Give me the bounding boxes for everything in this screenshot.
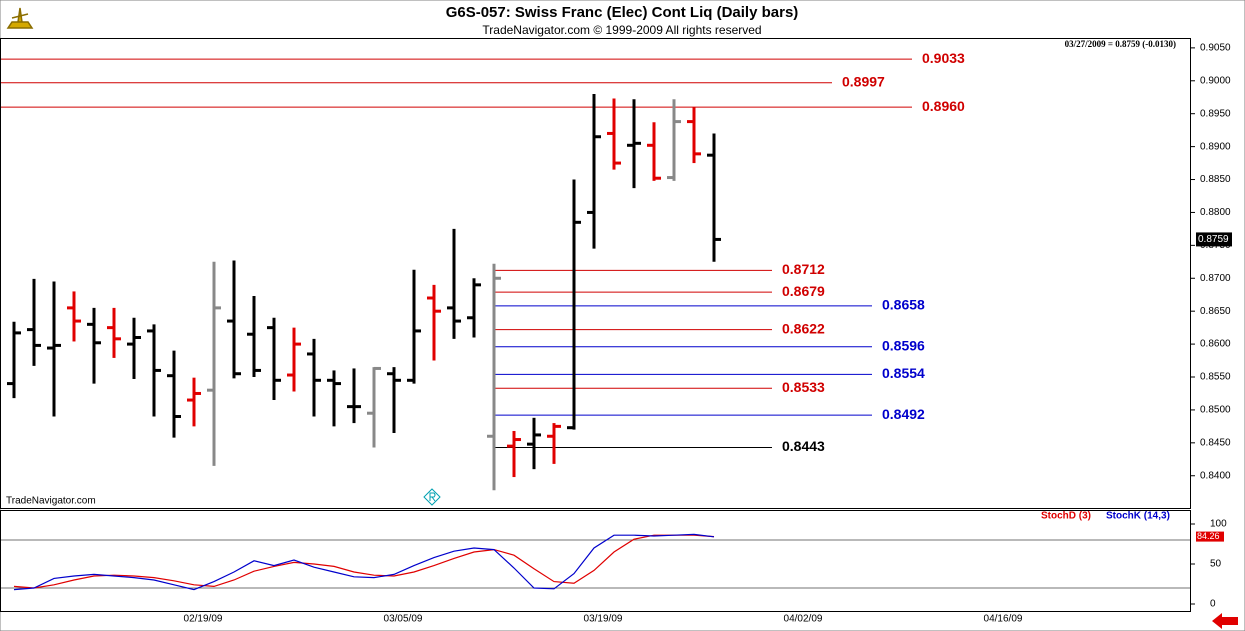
level-label: 0.8712 <box>782 261 825 277</box>
last-value-box <box>1196 232 1232 247</box>
last-value-label: 0.8759 <box>1198 234 1229 245</box>
legend-entry: StochD (3) <box>1041 511 1091 522</box>
y-tick-label: 0.8500 <box>1200 405 1231 416</box>
x-tick-label: 02/19/09 <box>184 614 223 625</box>
marker-glyph <box>429 492 436 502</box>
level-label: 0.8492 <box>882 406 925 422</box>
level-label: 0.8596 <box>882 337 925 353</box>
level-label: 0.8622 <box>782 320 825 336</box>
level-label: 0.8679 <box>782 283 825 299</box>
logo[interactable] <box>4 4 36 34</box>
y-tick-label: 0 <box>1210 599 1216 610</box>
scroll-arrow[interactable] <box>1212 613 1238 629</box>
price-annotation: 03/27/2009 = 0.8759 (-0.0130) <box>1065 39 1176 49</box>
y-tick-label: 0.9050 <box>1200 43 1231 54</box>
level-label: 0.8997 <box>842 73 885 89</box>
price-panel <box>0 38 1191 509</box>
y-tick-label: 0.8400 <box>1200 470 1231 481</box>
chart-title: G6S-057: Swiss Franc (Elec) Cont Liq (Da… <box>446 4 799 21</box>
x-tick-label: 04/16/09 <box>984 614 1023 625</box>
level-label: 0.8960 <box>922 98 965 114</box>
level-label: 0.8533 <box>782 379 825 395</box>
level-label: 0.8443 <box>782 438 825 454</box>
watermark: TradeNavigator.com <box>6 496 96 507</box>
level-label: 0.9033 <box>922 50 965 66</box>
y-tick-label: 0.8700 <box>1200 273 1231 284</box>
y-tick-label: 0.8800 <box>1200 207 1231 218</box>
chart-subtitle: TradeNavigator.com © 1999-2009 All right… <box>482 23 761 37</box>
stoch-line <box>13 534 715 589</box>
legend-entry: StochK (14,3) <box>1106 511 1170 522</box>
level-label: 0.8554 <box>882 365 925 381</box>
y-tick-label: 0.8450 <box>1200 437 1231 448</box>
x-tick-label: 03/05/09 <box>384 614 423 625</box>
y-tick-label: 100 <box>1210 519 1227 530</box>
y-tick-label: 0.8950 <box>1200 108 1231 119</box>
last-value-box <box>1196 531 1224 542</box>
stoch-panel <box>0 510 1191 612</box>
y-tick-label: 0.8900 <box>1200 141 1231 152</box>
y-tick-label: 0.8850 <box>1200 174 1231 185</box>
level-label: 0.8658 <box>882 297 925 313</box>
y-tick-label: 50 <box>1210 559 1222 570</box>
x-tick-label: 03/19/09 <box>584 614 623 625</box>
x-tick-label: 04/02/09 <box>784 614 823 625</box>
marker-diamond <box>423 488 441 506</box>
y-tick-label: 0.8550 <box>1200 372 1231 383</box>
y-tick-label: 0.8600 <box>1200 339 1231 350</box>
stoch-line <box>13 533 715 591</box>
y-tick-label: 0.9000 <box>1200 75 1231 86</box>
last-value-label: 84.26 <box>1197 531 1220 541</box>
y-tick-label: 0.8650 <box>1200 306 1231 317</box>
marker-icon[interactable] <box>423 488 441 506</box>
logo-icon <box>6 7 34 29</box>
